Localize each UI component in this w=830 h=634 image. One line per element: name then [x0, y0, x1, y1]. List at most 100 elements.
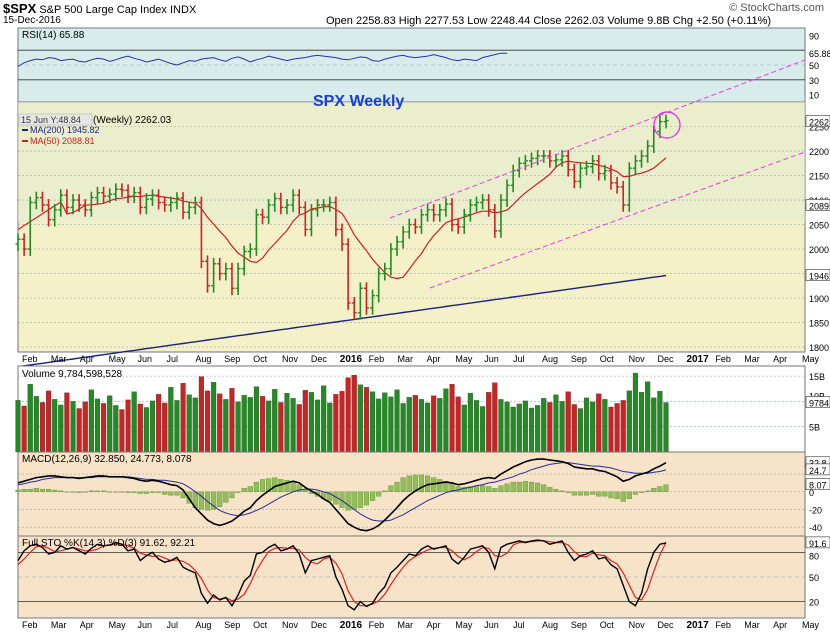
macd-histogram-bar	[125, 491, 131, 493]
macd-histogram-bar	[302, 489, 308, 492]
volume-bar	[620, 400, 626, 453]
macd-histogram-bar	[565, 491, 571, 493]
macd-histogram-bar	[602, 491, 608, 497]
index-name: S&P 500 Large Cap Index	[39, 4, 167, 16]
rsi-tick: 65.88	[809, 49, 830, 59]
volume-bar	[437, 398, 443, 453]
bottom-x-label: Jul	[513, 620, 525, 630]
macd-tick: 0	[809, 488, 814, 498]
bottom-x-label: Apr	[773, 620, 787, 630]
price-upper-tint	[18, 102, 805, 222]
macd-histogram-bar	[131, 491, 137, 493]
bottom-x-label: Sep	[571, 620, 587, 630]
macd-histogram-bar	[327, 491, 333, 501]
volume-bar	[443, 388, 449, 453]
macd-histogram-bar	[253, 481, 259, 492]
volume-bar	[376, 398, 382, 453]
macd-histogram-bar	[211, 491, 217, 510]
macd-histogram-bar	[535, 482, 541, 492]
macd-histogram-bar	[559, 490, 565, 492]
macd-tick: -20	[809, 505, 822, 515]
volume-bar	[15, 400, 21, 453]
bottom-x-label: Nov	[282, 620, 299, 630]
volume-bar	[107, 395, 113, 453]
macd-histogram-bar	[394, 481, 400, 492]
volume-tick: 15B	[809, 372, 825, 382]
bottom-x-label: Oct	[600, 620, 615, 630]
price-x-label: Aug	[542, 354, 558, 364]
macd-histogram-bar	[101, 490, 107, 492]
volume-bar	[608, 406, 614, 453]
price-tick: 2050	[809, 221, 829, 231]
macd-histogram-bar	[363, 491, 370, 506]
price-x-label: May	[109, 354, 127, 364]
macd-histogram-bar	[376, 491, 382, 497]
price-last-label-box	[805, 115, 830, 127]
volume-bar	[241, 395, 247, 453]
ma200-last-label: 1946	[809, 272, 829, 282]
bottom-x-label: Feb	[22, 620, 38, 630]
bottom-x-label: May	[455, 620, 473, 630]
macd-histogram-bar	[571, 491, 577, 496]
price-x-label: May	[455, 354, 473, 364]
price-x-label: Aug	[195, 354, 211, 364]
volume-last-label: 9784	[809, 399, 829, 409]
volume-bar	[82, 401, 88, 453]
price-x-label: Dec	[658, 354, 675, 364]
crosshair-box	[18, 113, 93, 126]
crosshair-readout: 15 Jun Y:48.84	[21, 115, 81, 125]
volume-bar	[143, 407, 149, 453]
volume-bar	[339, 391, 345, 453]
volume-bar	[602, 399, 608, 453]
bottom-x-label: Dec	[311, 620, 328, 630]
macd-histogram-bar	[492, 488, 498, 492]
macd-histogram-bar	[583, 491, 590, 496]
macd-histogram-bar	[52, 489, 58, 492]
volume-bar	[425, 402, 431, 453]
macd-histogram-bar	[76, 491, 82, 493]
quote-line: Open 2258.83 High 2277.53 Low 2248.44 Cl…	[326, 15, 772, 27]
macd-histogram-bar	[657, 486, 663, 492]
macd-histogram-bar	[345, 491, 351, 511]
volume-bar	[418, 399, 425, 453]
volume-bar	[412, 395, 418, 453]
macd-histogram-bar	[663, 484, 669, 492]
price-legend-main: (Weekly) 2262.03	[93, 115, 172, 126]
macd-histogram-bar	[229, 491, 235, 499]
bottom-x-label: 2016	[340, 620, 363, 631]
price-x-label: Jun	[484, 354, 499, 364]
volume-bar	[431, 395, 437, 453]
volume-bar	[27, 384, 33, 453]
sto-label: Full STO %K(14,3) %D(3) 91.62, 92.21	[22, 538, 196, 549]
volume-bar	[486, 392, 492, 453]
macd-histogram-bar	[82, 491, 88, 493]
rsi-tick: 90	[809, 31, 819, 41]
volume-bar	[363, 387, 370, 453]
macd-histogram-bar	[590, 491, 596, 495]
volume-bar	[467, 393, 473, 453]
macd-histogram-bar	[480, 485, 486, 492]
volume-bar	[186, 394, 192, 453]
upper-trendline	[389, 59, 806, 219]
sto-tick: 91.6	[809, 539, 827, 549]
volume-bar	[614, 403, 620, 453]
volume-bar	[259, 396, 266, 453]
price-x-label: 2017	[686, 354, 709, 365]
bottom-x-label: Jul	[166, 620, 178, 630]
macd-histogram-bar	[645, 490, 651, 492]
volume-bar	[211, 382, 217, 453]
chart-date: 15-Dec-2016	[3, 15, 61, 26]
ma50-legend: MA(50) 2088.81	[30, 136, 95, 146]
macd-histogram-bar	[284, 480, 290, 492]
macd-histogram-bar	[33, 488, 39, 492]
volume-label: Volume 9,784,598,528	[22, 369, 123, 380]
macd-histogram-bar	[39, 488, 46, 492]
macd-histogram-bar	[94, 490, 101, 492]
macd-histogram-bar	[461, 487, 467, 492]
volume-bar	[223, 399, 229, 453]
macd-histogram-bar	[516, 481, 522, 492]
price-x-label: 2016	[340, 354, 363, 365]
volume-bar	[88, 389, 94, 453]
volume-bar	[357, 384, 363, 453]
volume-bar	[174, 400, 180, 453]
